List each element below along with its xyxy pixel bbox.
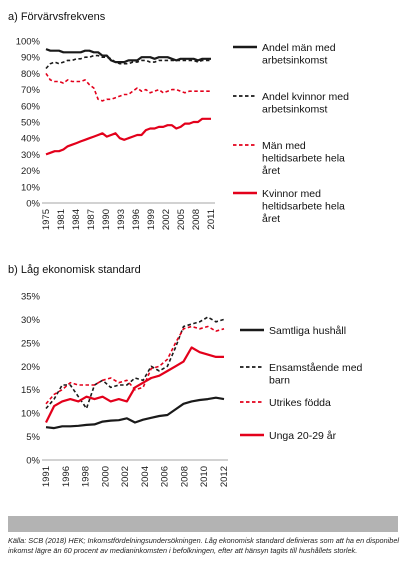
legend-label-line: året xyxy=(262,165,280,177)
figure: a) Förvärvsfrekvens 0% 10% 20% 30% 40% 50% 60%… xyxy=(8,11,363,487)
legend-label-line: Samtliga hushåll xyxy=(269,325,346,337)
x-tick-label: 1981 xyxy=(56,209,67,230)
y-tick-label: 60% xyxy=(21,101,41,112)
x-tick-label: 2002 xyxy=(161,209,172,230)
legend-label-line: Män med xyxy=(262,140,306,152)
series-line-2 xyxy=(45,54,211,70)
x-tick-label: 2011 xyxy=(206,209,217,229)
x-tick-label: 2006 xyxy=(160,466,171,487)
y-tick-label: 90% xyxy=(21,53,41,64)
legend-label: Samtliga hushåll xyxy=(269,325,346,337)
x-tick-label: 1990 xyxy=(101,209,112,230)
x-tick-label: 2004 xyxy=(140,466,151,487)
y-tick-label: 50% xyxy=(21,118,41,129)
y-tick-label: 10% xyxy=(21,409,41,420)
x-tick-label: 1998 xyxy=(81,466,92,487)
y-tick-label: 35% xyxy=(21,292,41,303)
y-tick-label: 20% xyxy=(21,362,41,373)
legend-label-line: heltidsarbete hela xyxy=(262,153,345,165)
y-tick-label: 0% xyxy=(26,456,40,467)
legend-label-line: Unga 20-29 år xyxy=(269,430,337,442)
series-line-1 xyxy=(45,48,211,64)
y-tick-label: 70% xyxy=(21,85,41,96)
x-tick-label: 2002 xyxy=(120,466,131,487)
legend-label-line: året xyxy=(262,213,280,225)
legend-label-line: Andel män med xyxy=(262,42,336,54)
y-tick-label: 10% xyxy=(21,182,41,193)
series-line-4 xyxy=(45,117,211,156)
chart-a-title: a) Förvärvsfrekvens xyxy=(8,11,106,23)
series-line-4 xyxy=(45,346,224,423)
x-tick-label: 2010 xyxy=(199,466,210,487)
legend-label: Unga 20-29 år xyxy=(269,430,337,442)
x-tick-label: 1996 xyxy=(131,209,142,230)
y-tick-label: 20% xyxy=(21,166,41,177)
source-note: Källa: SCB (2018) HEK; Inkomstfördelning… xyxy=(8,536,400,555)
x-tick-label: 2008 xyxy=(179,466,190,487)
x-tick-label: 1987 xyxy=(86,209,97,230)
legend-label-line: arbetsinkomst xyxy=(262,104,327,116)
y-tick-label: 25% xyxy=(21,338,41,349)
x-tick-label: 1975 xyxy=(41,209,52,230)
x-tick-label: 1999 xyxy=(146,209,157,230)
series-line-3 xyxy=(45,72,211,102)
legend-label-line: barn xyxy=(269,375,290,387)
y-tick-label: 30% xyxy=(21,150,41,161)
chart-b: b) Låg ekonomisk standard 0% 5% 10% 15% 20% 2… xyxy=(8,264,363,487)
x-tick-label: 2008 xyxy=(191,209,202,230)
x-tick-label: 2012 xyxy=(219,466,230,487)
legend-label-line: heltidsarbete hela xyxy=(262,201,345,213)
series-line-3 xyxy=(45,325,225,405)
legend-label: Andel män med arbetsinkomst xyxy=(262,42,336,67)
y-tick-label: 15% xyxy=(21,385,41,396)
y-tick-label: 40% xyxy=(21,134,41,145)
legend-label-line: Andel kvinnor med xyxy=(262,91,349,103)
y-tick-label: 80% xyxy=(21,69,41,80)
legend-label-line: arbetsinkomst xyxy=(262,55,327,67)
legend-label-line: Utrikes födda xyxy=(269,397,331,409)
chart-b-title: b) Låg ekonomisk standard xyxy=(8,264,141,276)
y-tick-label: 5% xyxy=(26,432,40,443)
legend-label: Utrikes födda xyxy=(269,397,331,409)
series-line-1 xyxy=(45,396,225,430)
x-tick-label: 2005 xyxy=(176,209,187,230)
y-tick-label: 30% xyxy=(21,315,41,326)
y-tick-label: 0% xyxy=(26,199,40,210)
legend-label: Män med heltidsarbete hela året xyxy=(262,140,345,177)
x-tick-label: 1993 xyxy=(116,209,127,230)
y-tick-label: 100% xyxy=(16,37,41,48)
legend-label-line: Ensamstående med xyxy=(269,362,363,374)
chart-a: a) Förvärvsfrekvens 0% 10% 20% 30% 40% 50% 60%… xyxy=(8,11,349,230)
legend-label: Ensamstående med barn xyxy=(269,362,363,387)
x-tick-label: 1991 xyxy=(41,466,52,487)
x-tick-label: 2000 xyxy=(100,466,111,487)
x-tick-label: 1996 xyxy=(61,466,72,487)
footer-bar xyxy=(8,516,398,532)
legend-label: Kvinnor med heltidsarbete hela året xyxy=(262,188,345,225)
series-line-2 xyxy=(45,316,225,410)
legend-label-line: Kvinnor med xyxy=(262,188,321,200)
legend-label: Andel kvinnor med arbetsinkomst xyxy=(262,91,349,116)
x-tick-label: 1984 xyxy=(71,209,82,230)
